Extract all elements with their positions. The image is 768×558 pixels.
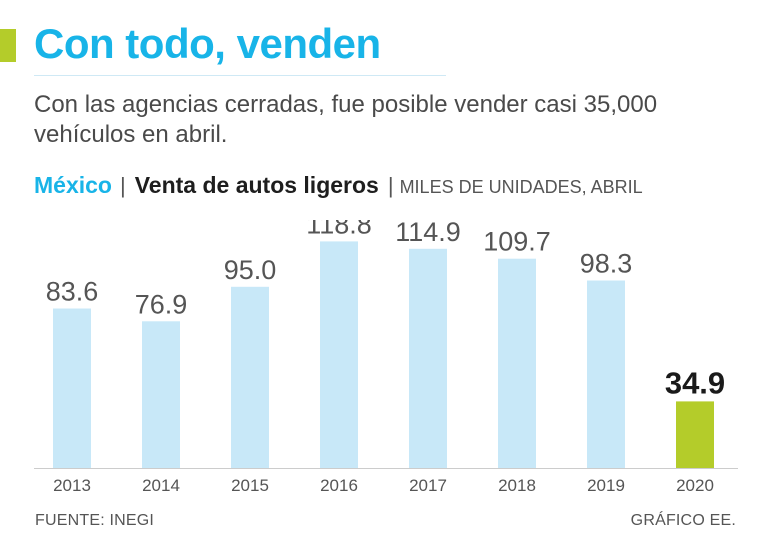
bar-2015 — [231, 286, 269, 468]
bar-2013 — [53, 308, 91, 468]
value-label-2017: 114.9 — [395, 220, 461, 247]
bar-chart: 83.6 2013 76.9 2014 95.0 2015 118.8 2016 114.9 20… — [34, 220, 738, 495]
bar-2020 — [676, 401, 714, 468]
header-separator-2: | — [387, 173, 394, 198]
value-label-2013: 83.6 — [46, 277, 99, 307]
x-tick-label-2019: 2019 — [587, 476, 625, 495]
region-label: México — [34, 172, 112, 198]
chart-title: Con todo, venden — [34, 20, 381, 67]
x-tick-label-2020: 2020 — [676, 476, 714, 495]
x-tick-label-2018: 2018 — [498, 476, 536, 495]
x-tick-label-2014: 2014 — [142, 476, 180, 495]
x-tick-label-2016: 2016 — [320, 476, 358, 495]
bar-2017 — [409, 248, 447, 468]
title-divider — [34, 75, 446, 76]
header-separator: | — [119, 173, 126, 198]
graphic-credit: GRÁFICO EE. — [630, 512, 736, 529]
value-label-2014: 76.9 — [135, 289, 188, 319]
bar-2018 — [498, 258, 536, 468]
chart-subtitle: Con las agencias cerradas, fue posible v… — [34, 91, 658, 148]
title-accent-bar — [0, 29, 16, 62]
value-label-2016: 118.8 — [306, 220, 372, 239]
value-label-2015: 95.0 — [224, 255, 277, 285]
x-tick-label-2017: 2017 — [409, 476, 447, 495]
value-label-2018: 109.7 — [483, 227, 551, 257]
bar-2014 — [142, 321, 180, 468]
chart-header: México | Venta de autos ligeros | MILES … — [34, 172, 643, 199]
metric-label: Venta de autos ligeros — [134, 172, 379, 198]
bar-2019 — [587, 280, 625, 468]
x-tick-label-2013: 2013 — [53, 476, 91, 495]
x-tick-label-2015: 2015 — [231, 476, 269, 495]
unit-label: MILES DE UNIDADES, ABRIL — [399, 177, 643, 197]
value-label-2020: 34.9 — [665, 365, 725, 400]
bar-2016 — [320, 241, 358, 468]
value-label-2019: 98.3 — [580, 249, 633, 279]
source-note: FUENTE: INEGI — [35, 512, 155, 529]
